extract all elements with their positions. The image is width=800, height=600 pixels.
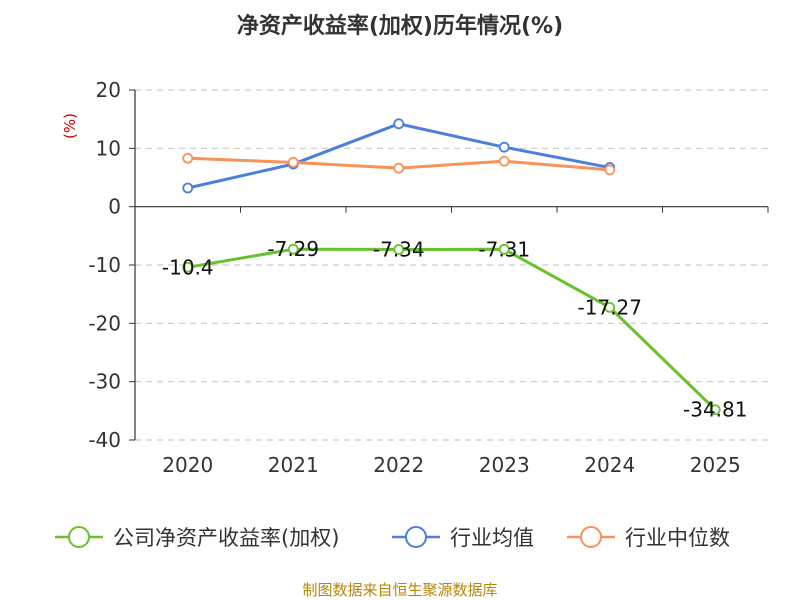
chart-title: 净资产收益率(加权)历年情况(%) bbox=[237, 13, 563, 39]
legend-label-0: 公司净资产收益率(加权) bbox=[113, 526, 339, 550]
data-point-0 bbox=[182, 261, 194, 273]
data-point-1 bbox=[393, 118, 405, 130]
legend-marker-0 bbox=[68, 526, 90, 548]
legend-label-1: 行业均值 bbox=[450, 526, 534, 550]
data-point-0 bbox=[709, 404, 721, 416]
source-note: 制图数据来自恒生聚源数据库 bbox=[302, 581, 497, 599]
data-point-1 bbox=[182, 182, 194, 194]
legend-label-2: 行业中位数 bbox=[625, 526, 730, 550]
data-label: -7.31 bbox=[478, 237, 530, 261]
data-point-0 bbox=[393, 244, 405, 255]
data-point-0 bbox=[604, 302, 616, 313]
legend-marker-1 bbox=[405, 526, 427, 548]
x-tick-label: 2024 bbox=[584, 453, 635, 477]
x-tick-label: 2021 bbox=[268, 453, 319, 477]
data-label: -34.81 bbox=[683, 398, 747, 422]
legend-marker-2 bbox=[580, 526, 602, 548]
data-point-0 bbox=[498, 243, 510, 255]
y-axis-unit: (%) bbox=[61, 113, 79, 139]
y-tick-label: 10 bbox=[96, 136, 121, 160]
y-tick-label: -10 bbox=[88, 253, 121, 277]
y-tick-label: 0 bbox=[108, 195, 121, 219]
data-point-0 bbox=[287, 243, 299, 255]
x-tick-label: 2023 bbox=[479, 453, 530, 477]
data-label: -7.34 bbox=[373, 237, 425, 261]
legend[interactable]: 公司净资产收益率(加权) 行业均值 行业中位数 bbox=[55, 526, 730, 550]
series-line-0 bbox=[187, 247, 717, 411]
y-tick-label: -20 bbox=[88, 311, 121, 335]
data-point-2 bbox=[182, 152, 194, 164]
data-label: -17.27 bbox=[578, 295, 642, 319]
x-tick-label: 2025 bbox=[690, 453, 741, 477]
data-point-2 bbox=[393, 162, 405, 174]
data-point-2 bbox=[287, 156, 299, 168]
y-tick-label: -30 bbox=[88, 370, 121, 394]
y-tick-label: 20 bbox=[96, 78, 121, 102]
data-point-2 bbox=[604, 164, 616, 176]
series-layer: -10.4 -7.29 -7.34 -7.31 -17.27 -34.81 bbox=[162, 118, 747, 422]
x-tick-label: 2022 bbox=[373, 453, 424, 477]
y-tick-label: -40 bbox=[88, 428, 121, 452]
axes: 20 10 0 -10 -20 -30 -40 2020 2021 2022 2023 2024 202… bbox=[88, 78, 769, 477]
data-label: -7.29 bbox=[267, 237, 319, 261]
series-line-1 bbox=[187, 122, 611, 190]
data-label: -10.4 bbox=[162, 255, 214, 279]
data-point-2 bbox=[498, 155, 510, 167]
x-tick-label: 2020 bbox=[162, 453, 213, 477]
grid-lines bbox=[135, 89, 768, 441]
data-point-1 bbox=[498, 141, 510, 153]
